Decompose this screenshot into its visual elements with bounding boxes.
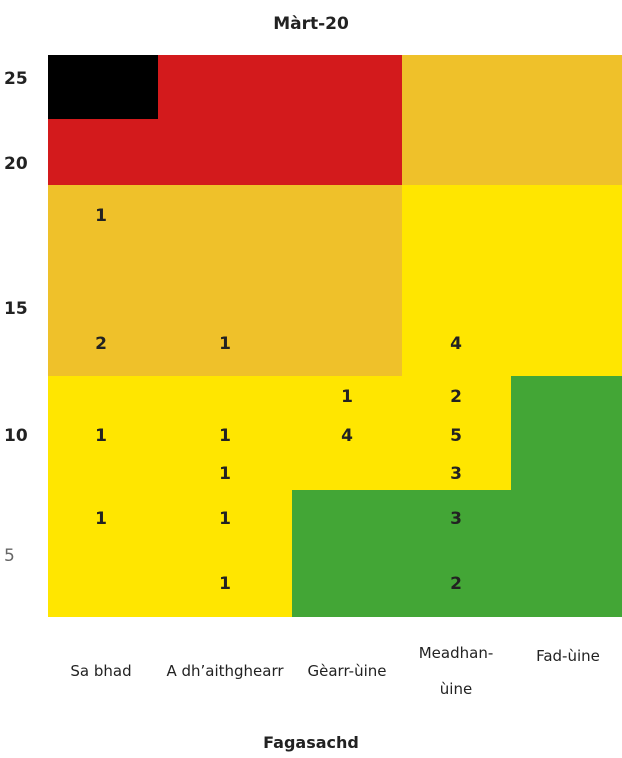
column-label: Meadhan-ùine xyxy=(418,644,494,698)
cell-count: 3 xyxy=(450,509,462,529)
column-label: Gèarr-ùine xyxy=(307,662,387,680)
region-green xyxy=(292,490,511,617)
region-black xyxy=(48,55,158,119)
cell-count: 2 xyxy=(95,334,107,354)
cell-count: 1 xyxy=(219,574,231,594)
y-tick-label: 15 xyxy=(4,299,28,319)
column-label: Sa bhad xyxy=(70,662,132,680)
region-yellow xyxy=(48,376,511,490)
cell-count: 1 xyxy=(95,426,107,446)
y-tick-label: 10 xyxy=(4,426,28,446)
column-label: Fad-ùine xyxy=(536,647,600,665)
cell-count: 1 xyxy=(219,509,231,529)
region-green xyxy=(511,376,622,617)
column-label: A dh’aithghearr xyxy=(166,662,284,680)
y-tick-label: 25 xyxy=(4,69,28,89)
cell-count: 1 xyxy=(95,206,107,226)
chart-title: Màrt-20 xyxy=(273,14,349,34)
cell-count: 5 xyxy=(450,426,462,446)
cell-count: 3 xyxy=(450,464,462,484)
cell-count: 2 xyxy=(450,387,462,407)
y-tick-label: 20 xyxy=(4,154,28,174)
region-yellow xyxy=(48,490,292,617)
cell-count: 4 xyxy=(341,426,353,446)
region-yellow xyxy=(402,185,622,376)
region-orange xyxy=(402,55,622,185)
cell-count: 1 xyxy=(219,464,231,484)
region-orange xyxy=(48,185,402,376)
cell-count: 2 xyxy=(450,574,462,594)
cell-count: 4 xyxy=(450,334,462,354)
cell-count: 1 xyxy=(219,334,231,354)
x-axis-title: Fagasachd xyxy=(263,733,359,752)
cell-count: 1 xyxy=(341,387,353,407)
cell-count: 1 xyxy=(219,426,231,446)
y-tick-label: 5 xyxy=(4,546,15,566)
cell-count: 1 xyxy=(95,509,107,529)
